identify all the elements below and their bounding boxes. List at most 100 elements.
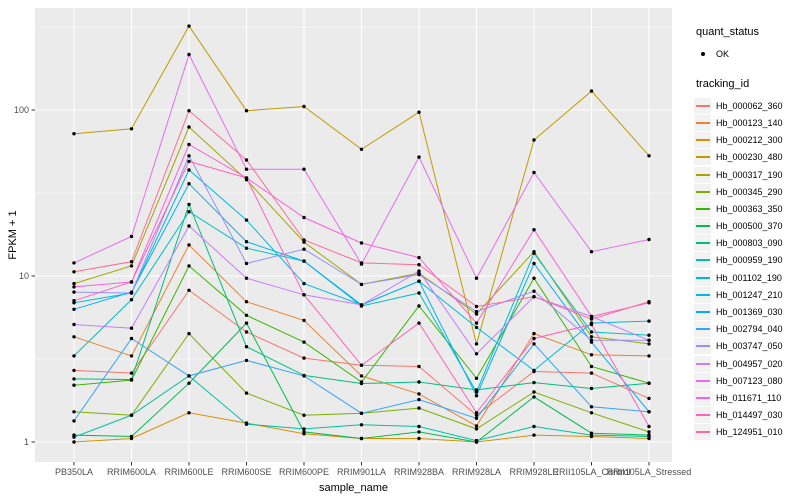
data-point <box>417 291 421 295</box>
data-point <box>244 240 249 244</box>
data-point <box>129 336 134 341</box>
legend-item-ok: OK <box>694 45 800 62</box>
data-point <box>359 374 364 378</box>
data-point <box>187 168 191 172</box>
data-point <box>532 395 536 399</box>
data-point <box>72 377 76 381</box>
line-symbol-key <box>694 321 711 338</box>
data-point <box>244 109 249 113</box>
panel-background <box>35 8 672 462</box>
x-axis-title: sample_name <box>318 482 389 494</box>
line-symbol-key <box>694 269 711 286</box>
data-point <box>532 261 536 266</box>
legend-item-label: Hb_001247_210 <box>716 289 783 300</box>
legend-item-label: Hb_007123_080 <box>716 375 783 386</box>
legend-item: Hb_000803_090 <box>694 235 800 252</box>
data-point <box>589 338 594 342</box>
x-tick-label: RRIM928LE <box>509 467 559 477</box>
data-point <box>187 109 191 113</box>
line-symbol-key <box>694 132 711 149</box>
data-point <box>72 281 76 286</box>
legend-item: Hb_001247_210 <box>694 286 800 303</box>
data-point <box>187 202 191 207</box>
data-point <box>244 158 249 162</box>
data-point <box>474 325 479 330</box>
line-symbol-key <box>694 235 711 252</box>
x-tick-label: RRIM600SE <box>221 467 272 477</box>
x-tick-label: PB350LA <box>54 467 94 477</box>
data-point <box>417 380 421 384</box>
legend-line-icon <box>695 242 710 245</box>
data-point <box>72 354 76 358</box>
data-point <box>72 335 76 339</box>
data-point <box>187 24 191 28</box>
data-point <box>532 228 536 232</box>
legend-title-tracking-id: tracking_id <box>696 78 750 91</box>
data-point <box>589 433 594 437</box>
data-point <box>532 368 536 373</box>
data-point <box>532 138 536 142</box>
x-tick-label: RRIM600LE <box>164 467 214 477</box>
legend-item: Hb_000230_480 <box>694 149 800 166</box>
data-point <box>647 300 651 304</box>
data-point <box>187 224 191 228</box>
data-point <box>244 358 249 363</box>
legend: quant_status OK tracking_id Hb_000062_36… <box>694 26 800 441</box>
legend-item: Hb_000317_190 <box>694 166 800 183</box>
data-point <box>647 237 651 242</box>
legend-item-label: Hb_124951_010 <box>716 427 783 438</box>
data-point <box>589 411 594 415</box>
legend-item-label: Hb_000345_290 <box>716 186 783 197</box>
legend-line-icon <box>695 362 710 365</box>
data-point <box>417 392 421 396</box>
data-point <box>187 52 191 57</box>
data-point <box>302 167 306 171</box>
legend-line-icon <box>695 139 710 142</box>
line-symbol-key <box>694 372 711 389</box>
data-point <box>589 89 594 93</box>
line-symbol-key <box>694 149 711 166</box>
legend-line-icon <box>695 259 710 262</box>
data-point <box>187 331 191 336</box>
legend-line-icon <box>695 207 710 210</box>
legend-line-icon <box>695 396 710 399</box>
data-point <box>244 345 249 349</box>
data-point <box>129 298 134 302</box>
data-point <box>359 411 364 415</box>
legend-line-icon <box>695 311 710 314</box>
legend-line-icon <box>695 190 710 193</box>
data-point <box>72 383 76 387</box>
data-point <box>129 234 134 239</box>
data-point <box>417 110 421 114</box>
data-point <box>244 246 249 250</box>
legend-item: Hb_000363_350 <box>694 200 800 217</box>
data-point <box>187 159 191 164</box>
legend-item: Hb_000212_300 <box>694 132 800 149</box>
legend-item-label: Hb_000123_140 <box>716 117 783 128</box>
legend-item-label: Hb_000500_370 <box>716 221 783 232</box>
data-point <box>302 215 306 220</box>
data-point <box>647 154 651 158</box>
data-point <box>647 430 651 434</box>
line-symbol-key <box>694 424 711 441</box>
data-point <box>72 440 76 444</box>
data-point <box>72 261 76 265</box>
line-symbol-key <box>694 338 711 355</box>
data-point <box>72 270 76 274</box>
data-point <box>302 413 306 417</box>
legend-item: Hb_004957_020 <box>694 355 800 372</box>
data-point <box>417 272 421 277</box>
data-point <box>187 182 191 186</box>
data-point <box>417 364 421 369</box>
data-point <box>474 424 479 428</box>
data-point <box>359 436 364 441</box>
y-axis-title: FPKM + 1 <box>7 210 19 260</box>
data-point <box>474 342 479 346</box>
legend-line-icon <box>695 345 710 348</box>
data-point <box>129 260 134 264</box>
data-point <box>129 326 134 330</box>
data-point <box>302 293 306 297</box>
data-point <box>302 104 306 109</box>
data-point <box>647 333 651 337</box>
data-point <box>474 394 479 398</box>
